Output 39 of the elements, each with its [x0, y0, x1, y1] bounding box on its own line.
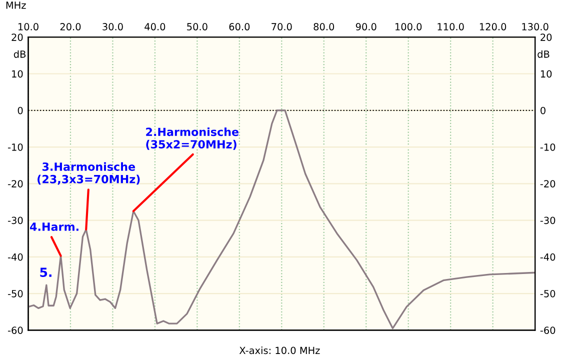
x-tick-label: 80.0	[314, 23, 334, 30]
y-tick-label: -60	[8, 326, 23, 334]
y2-tick-label: 20	[540, 34, 552, 41]
x-tick-label: 30.0	[102, 23, 123, 30]
x-tick-label: 60.0	[229, 23, 250, 30]
x-tick-label: 100.0	[396, 23, 422, 30]
x-tick-label: 40.0	[144, 23, 166, 30]
y-tick-label: 20	[12, 34, 23, 41]
y-tick-label: -40	[8, 253, 23, 261]
annotation: 5.	[40, 268, 52, 277]
x-tick-label: 70.0	[272, 23, 292, 30]
y-tick-label: -50	[8, 290, 23, 298]
x-axis-title: MHz	[6, 2, 26, 9]
y-tick-label: -10	[8, 143, 23, 151]
x-tick-label: 90.0	[356, 23, 376, 30]
y2-axis-title: dB	[538, 50, 550, 58]
annotation: 3.Harmonische (23,3x3=70MHz)	[38, 162, 140, 185]
y-tick-label: 0	[18, 106, 23, 114]
y-axis-title: dB	[14, 50, 26, 58]
y2-tick-label: -40	[540, 253, 556, 261]
x-tick-label: 130.0	[522, 23, 548, 30]
y2-tick-label: -30	[540, 216, 556, 224]
y-tick-label: -20	[8, 180, 23, 188]
y2-tick-label: 0	[540, 106, 546, 114]
y-tick-label: -30	[8, 216, 23, 224]
y-tick-label: 10	[12, 70, 23, 78]
y2-tick-label: -20	[540, 180, 556, 188]
x-tick-label: 50.0	[187, 23, 208, 30]
annotation: 4.Harm.	[30, 222, 78, 231]
y2-tick-label: -10	[540, 143, 556, 151]
x-tick-label: 10.0	[18, 23, 38, 30]
annotation: 2.Harmonische (35x2=70MHz)	[146, 127, 239, 150]
y2-tick-label: -60	[540, 326, 556, 334]
x-tick-label: 110.0	[438, 23, 464, 30]
y2-tick-label: 10	[540, 70, 552, 78]
x-tick-label: 20.0	[60, 23, 81, 30]
text: X-axis: 10.0 MHz	[239, 346, 320, 354]
x-tick-label: 120.0	[480, 23, 506, 30]
y2-tick-label: -50	[540, 290, 556, 298]
